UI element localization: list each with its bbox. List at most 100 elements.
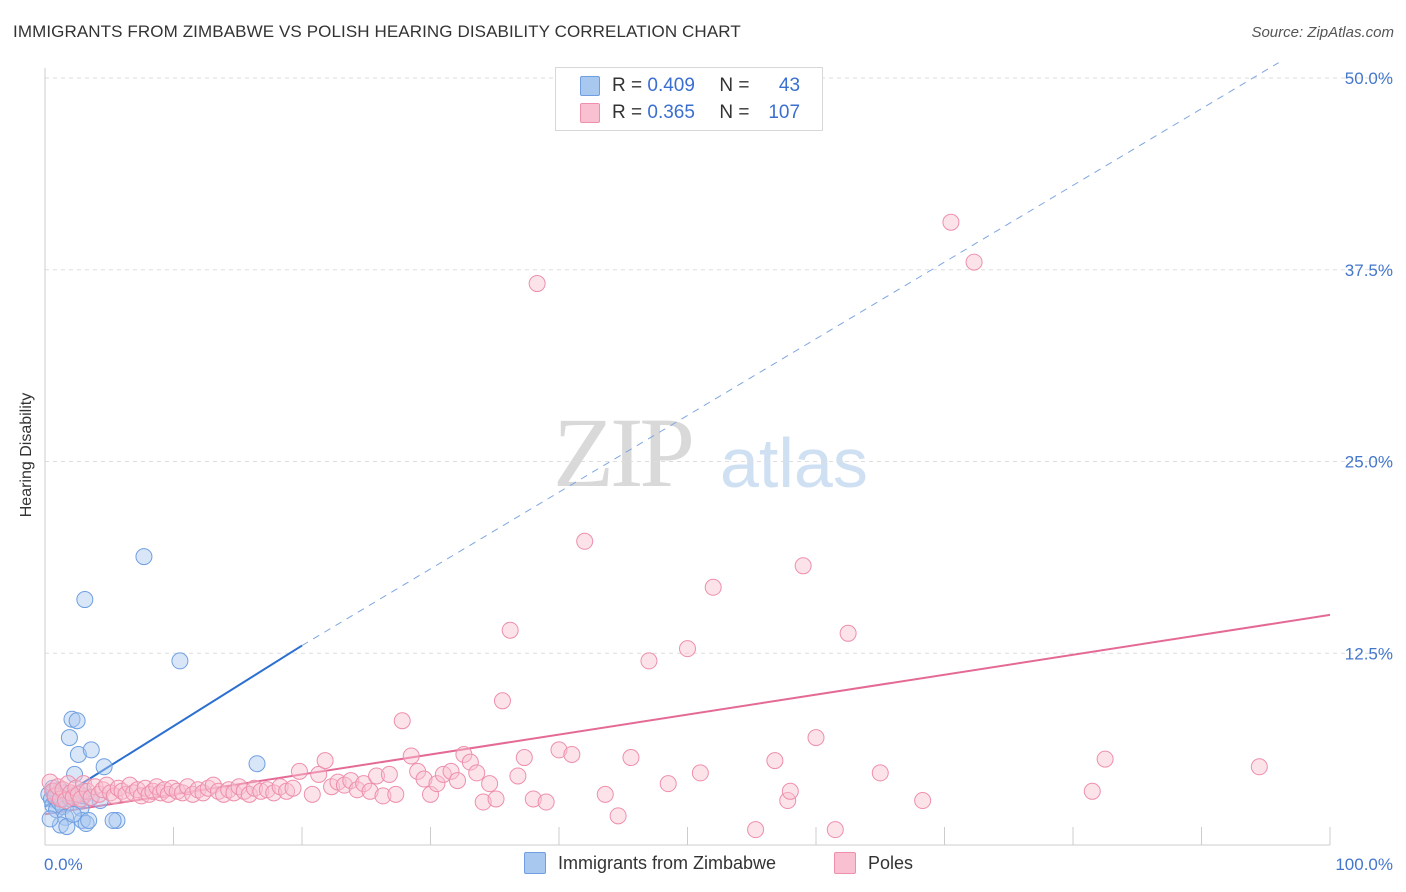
data-point — [576, 532, 594, 550]
bottom-legend-zimbabwe: Immigrants from Zimbabwe — [524, 852, 776, 874]
data-point — [461, 753, 479, 771]
data-point — [524, 790, 542, 808]
data-point — [66, 765, 84, 783]
data-point — [914, 792, 932, 810]
data-point — [428, 775, 446, 793]
data-point — [448, 772, 466, 790]
data-point — [766, 752, 784, 770]
y-tick-label: 37.5% — [1345, 261, 1393, 280]
data-point — [442, 762, 460, 780]
data-point — [679, 640, 696, 658]
bottom-legend-swatch-poles — [834, 852, 856, 874]
legend-r-value-poles: 0.365 — [647, 102, 695, 123]
data-point — [80, 811, 98, 829]
data-point — [380, 765, 398, 783]
bottom-legend-poles: Poles — [834, 852, 913, 874]
data-point — [51, 816, 69, 834]
data-point — [402, 747, 420, 765]
y-tick-label: 25.0% — [1345, 453, 1393, 472]
data-point — [69, 785, 87, 803]
data-point — [348, 781, 366, 799]
data-point — [95, 758, 113, 776]
chart-title: IMMIGRANTS FROM ZIMBABWE VS POLISH HEARI… — [13, 22, 741, 41]
y-tick-label: 50.0% — [1345, 69, 1393, 88]
trend-line-zimbabwe — [44, 644, 303, 808]
data-point — [1250, 758, 1268, 776]
data-point — [265, 784, 283, 802]
trend-line-zimbabwe-extension — [301, 62, 1279, 647]
data-point — [622, 749, 640, 767]
data-point — [481, 775, 499, 793]
data-point — [563, 745, 581, 763]
data-point — [596, 785, 614, 803]
data-point — [659, 775, 677, 793]
gridlines — [45, 77, 1392, 654]
x-tick-label-max: 100.0% — [1335, 855, 1393, 874]
tick-labels: 12.5% 25.0% 37.5% 50.0% 0.0% 100.0% — [44, 69, 1393, 874]
trend-line-poles — [44, 613, 1331, 816]
data-point — [135, 548, 153, 566]
trend-lines — [44, 62, 1331, 816]
data-point — [781, 782, 799, 800]
x-tick-label-min: 0.0% — [44, 855, 83, 874]
watermark-zip: ZIP — [553, 397, 695, 508]
data-point — [64, 805, 82, 823]
legend-row-poles: R = 0.365 N = 107 — [580, 100, 800, 126]
data-point — [68, 712, 86, 730]
data-point — [199, 779, 217, 797]
data-point — [528, 275, 546, 293]
data-point — [393, 712, 411, 730]
data-point — [1096, 750, 1114, 768]
data-point — [248, 755, 266, 773]
data-point — [704, 578, 722, 596]
data-point — [60, 729, 78, 747]
data-point — [537, 793, 555, 811]
data-point — [747, 821, 765, 839]
y-tick-label: 12.5% — [1345, 644, 1393, 663]
data-point — [1083, 782, 1101, 800]
data-point — [303, 785, 321, 803]
data-point — [415, 770, 433, 788]
data-point — [839, 624, 857, 642]
legend-r-key: R = — [612, 102, 643, 123]
data-point — [41, 810, 59, 828]
data-point — [871, 764, 889, 782]
data-point — [509, 767, 527, 785]
data-point — [235, 782, 253, 800]
data-point — [290, 762, 308, 780]
stats-legend: R = 0.409 N = 43 R = 0.365 N = 107 — [555, 67, 823, 131]
data-point — [252, 782, 270, 800]
data-point — [387, 785, 405, 803]
legend-row-zimbabwe: R = 0.409 N = 43 — [580, 73, 800, 99]
data-point — [374, 787, 392, 805]
data-point — [69, 745, 87, 763]
data-point — [104, 811, 122, 829]
data-point — [82, 741, 100, 759]
legend-r-value-zimbabwe: 0.409 — [647, 75, 695, 96]
data-point — [108, 811, 126, 829]
data-point — [826, 821, 844, 839]
data-point — [515, 749, 533, 767]
data-point — [493, 692, 511, 710]
legend-n-value-poles: 107 — [768, 102, 801, 123]
data-point — [640, 652, 658, 670]
data-point — [422, 785, 439, 803]
data-point — [310, 765, 328, 783]
source-label: Source: ZipAtlas.com — [1251, 24, 1394, 41]
data-point — [965, 253, 983, 271]
legend-swatch-zimbabwe — [580, 76, 600, 96]
data-point — [284, 779, 302, 797]
data-point — [342, 772, 360, 790]
data-point — [550, 741, 568, 759]
legend-r-key: R = — [612, 75, 643, 96]
data-point — [316, 752, 334, 770]
axes — [44, 68, 1331, 846]
data-point — [691, 764, 709, 782]
data-points — [40, 213, 1268, 839]
data-point — [794, 557, 812, 575]
data-point — [474, 793, 492, 811]
data-point — [368, 767, 386, 785]
legend-n-key: N = — [719, 75, 750, 96]
bottom-legend-label-poles: Poles — [868, 852, 914, 873]
